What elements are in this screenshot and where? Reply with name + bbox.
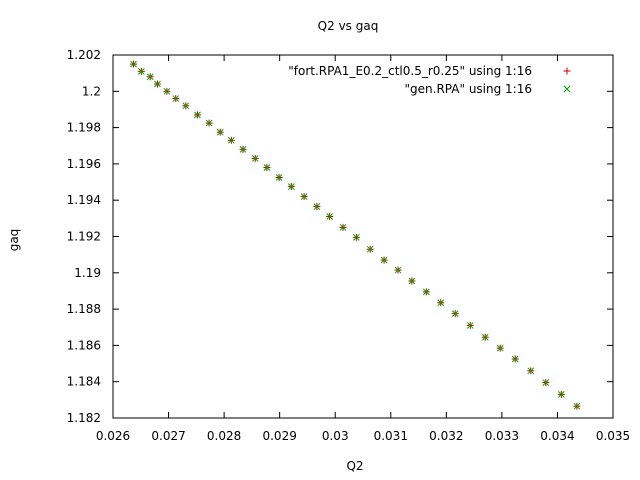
point-cross: [313, 203, 321, 210]
y-tick-label: 1.182: [67, 411, 101, 425]
point-cross: [275, 174, 283, 181]
x-axis-label: Q2: [346, 459, 363, 473]
y-axis-label: gaq: [7, 229, 21, 252]
plot-frame: [112, 54, 614, 419]
x-tick-label: 0.031: [374, 429, 408, 443]
point-cross: [300, 193, 308, 200]
point-cross: [239, 146, 247, 153]
x-tick-label: 0.026: [96, 429, 130, 443]
legend-label: "fort.RPA1_E0.2_ctl0.5_r0.25" using 1:16: [288, 64, 532, 78]
point-cross: [466, 322, 474, 329]
point-cross: [130, 60, 137, 68]
y-axis-ticks: 1.182 1.184 1.186 1.188 1.19 1.192 1.194 1.196 1…: [67, 48, 613, 425]
x-tick-label: 0.027: [151, 429, 185, 443]
data-points: [130, 60, 581, 410]
x-tick-label: 0.035: [596, 429, 630, 443]
point-cross: [326, 213, 334, 220]
point-cross: [194, 111, 201, 119]
point-cross: [573, 402, 581, 410]
point-cross: [451, 310, 459, 317]
x-axis-ticks: 0.026 0.027 0.028 0.029 0.03 0.031 0.032 0.033 0…: [96, 55, 630, 443]
legend-marker-plus: [563, 67, 571, 75]
point-cross: [380, 256, 388, 264]
y-tick-label: 1.184: [67, 375, 101, 389]
point-cross: [408, 277, 416, 285]
y-tick-label: 1.194: [67, 193, 101, 207]
point-cross: [287, 183, 295, 190]
point-cross: [527, 367, 535, 375]
y-tick-label: 1.186: [67, 338, 101, 352]
point-cross: [496, 344, 504, 352]
point-cross: [137, 67, 145, 75]
point-cross: [394, 266, 402, 274]
legend-label: "gen.RPA" using 1:16: [405, 82, 532, 96]
y-tick-label: 1.188: [67, 302, 101, 316]
y-tick-label: 1.202: [67, 48, 101, 62]
x-tick-label: 0.032: [429, 429, 463, 443]
chart-title: Q2 vs gaq: [318, 19, 379, 33]
point-cross: [182, 102, 190, 110]
legend-marker-cross: [563, 85, 571, 93]
x-tick-label: 0.028: [207, 429, 241, 443]
point-cross: [163, 87, 171, 95]
x-tick-label: 0.03: [322, 429, 349, 443]
point-cross: [511, 355, 519, 363]
point-cross: [205, 119, 213, 127]
point-cross: [366, 245, 374, 253]
point-cross: [557, 391, 565, 398]
legend: "fort.RPA1_E0.2_ctl0.5_r0.25" using 1:16…: [288, 64, 571, 96]
point-cross: [146, 73, 154, 81]
point-cross: [251, 155, 259, 162]
point-cross: [216, 128, 224, 136]
point-cross: [481, 333, 489, 341]
x-tick-label: 0.033: [485, 429, 519, 443]
y-tick-label: 1.19: [74, 266, 101, 280]
point-cross: [339, 224, 347, 231]
point-cross: [352, 234, 360, 241]
x-tick-label: 0.034: [540, 429, 574, 443]
point-cross: [172, 95, 180, 102]
point-cross: [542, 379, 550, 386]
point-cross: [227, 136, 235, 144]
point-cross: [263, 164, 271, 171]
y-tick-label: 1.198: [67, 121, 101, 135]
y-tick-label: 1.192: [67, 230, 101, 244]
x-tick-label: 0.029: [262, 429, 296, 443]
point-cross: [422, 288, 430, 296]
point-cross: [154, 80, 161, 88]
y-tick-label: 1.196: [67, 157, 101, 171]
series-2: [130, 60, 581, 410]
y-tick-label: 1.2: [82, 84, 101, 98]
point-cross: [437, 299, 445, 307]
